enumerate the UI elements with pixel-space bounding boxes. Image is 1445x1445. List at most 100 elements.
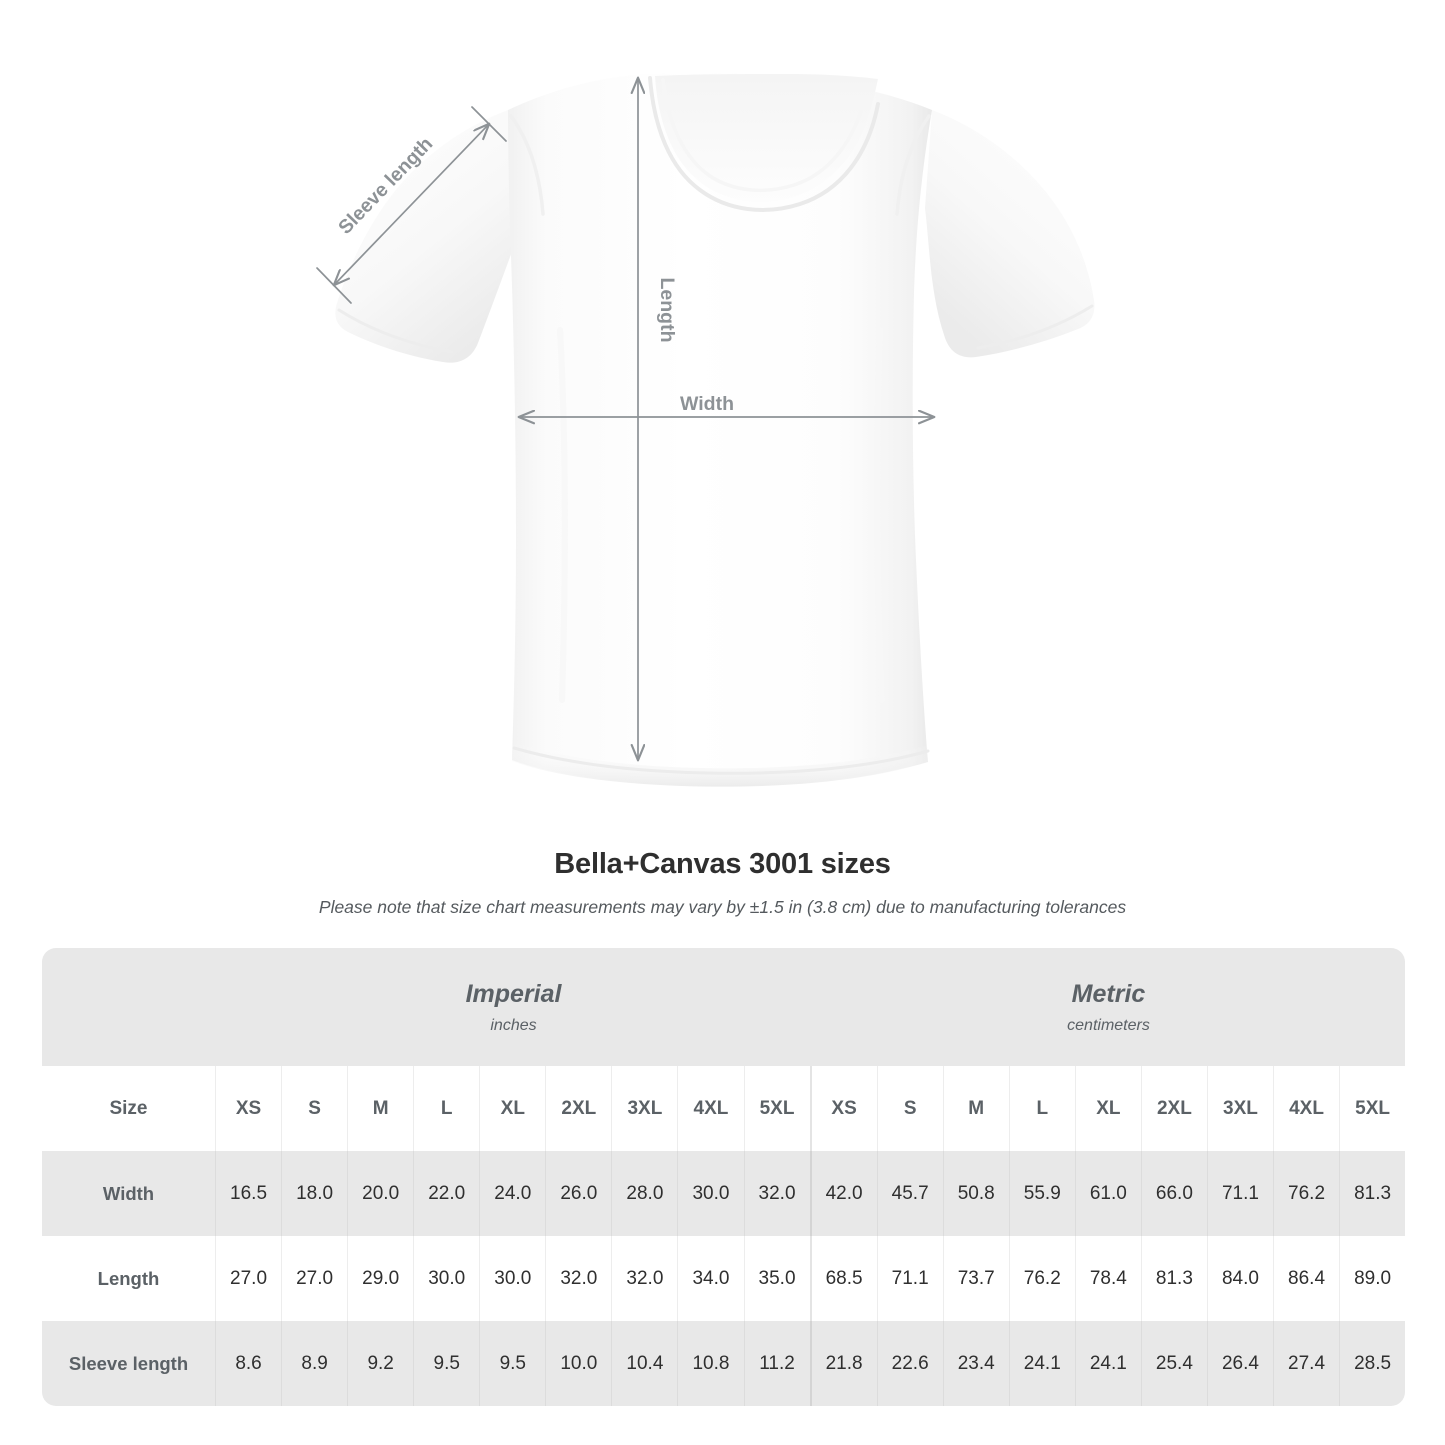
table-cell: 24.1	[1074, 1321, 1141, 1406]
column-header-size: 3XL	[611, 1066, 677, 1151]
table-cell: 23.4	[942, 1321, 1009, 1406]
table-cell: 24.1	[1008, 1321, 1075, 1406]
table-cell: 73.7	[942, 1236, 1009, 1321]
column-header-size: S	[876, 1066, 943, 1151]
size-chart-table: Imperial inches Metric centimeters Size …	[42, 948, 1405, 1406]
table-cell: 45.7	[876, 1151, 943, 1236]
table-cell: 11.2	[743, 1321, 810, 1406]
column-header-size: XL	[479, 1066, 545, 1151]
table-cell: 22.0	[413, 1151, 479, 1236]
column-header-size: L	[413, 1066, 479, 1151]
table-cell: 42.0	[809, 1151, 877, 1236]
table-cell: 8.6	[215, 1321, 281, 1406]
table-cell: 71.1	[876, 1236, 943, 1321]
table-row: Length 27.0 27.0 29.0 30.0 30.0 32.0 32.0 34.0 3…	[42, 1236, 1405, 1321]
table-cell: 35.0	[743, 1236, 810, 1321]
unit-header-row: Imperial inches Metric centimeters	[42, 948, 1405, 1066]
sleeve-length-dimension	[316, 106, 507, 304]
table-cell: 28.5	[1339, 1321, 1405, 1406]
table-cell: 21.8	[809, 1321, 877, 1406]
column-header-size: XS	[215, 1066, 281, 1151]
table-cell: 27.0	[215, 1236, 281, 1321]
table-cell: 84.0	[1206, 1236, 1273, 1321]
column-header-size: M	[942, 1066, 1009, 1151]
row-header-size: Size	[109, 1097, 148, 1119]
table-cell: 32.0	[611, 1236, 677, 1321]
column-header-size: L	[1008, 1066, 1075, 1151]
page-title: Bella+Canvas 3001 sizes	[554, 848, 891, 880]
table-cell: 28.0	[611, 1151, 677, 1236]
table-cell: 9.5	[413, 1321, 479, 1406]
column-header-size: S	[281, 1066, 347, 1151]
table-cell: 76.2	[1008, 1236, 1075, 1321]
column-header-size: XS	[809, 1066, 877, 1151]
table-cell: 26.0	[545, 1151, 611, 1236]
table-cell: 16.5	[215, 1151, 281, 1236]
table-cell: 32.0	[743, 1151, 810, 1236]
table-cell: 34.0	[677, 1236, 743, 1321]
table-cell: 27.4	[1273, 1321, 1339, 1406]
table-header-row: Size XS S M L XL 2XL 3XL 4XL 5XL XS S M L XL 2XL 3XL 4XL…	[42, 1066, 1405, 1151]
unit-group-metric-title: Metric	[1071, 979, 1146, 1008]
unit-group-imperial: Imperial inches	[215, 948, 812, 1066]
table-cell: 9.2	[347, 1321, 413, 1406]
column-header-size: 2XL	[545, 1066, 611, 1151]
column-header-size: XL	[1074, 1066, 1141, 1151]
table-cell: 89.0	[1339, 1236, 1405, 1321]
tshirt-measurement-illustration: Sleeve length Length Width	[316, 73, 1095, 787]
column-header-size: 5XL	[743, 1066, 810, 1151]
row-label-sleeve-length: Sleeve length	[68, 1352, 189, 1374]
table-cell: 22.6	[876, 1321, 943, 1406]
table-cell: 76.2	[1273, 1151, 1339, 1236]
unit-group-metric: Metric centimeters	[812, 948, 1405, 1066]
unit-group-metric-subtitle: centimeters	[1067, 1017, 1150, 1035]
table-cell: 30.0	[479, 1236, 545, 1321]
width-label: Width	[680, 393, 734, 415]
table-cell: 25.4	[1140, 1321, 1207, 1406]
unit-group-imperial-title: Imperial	[465, 979, 562, 1008]
right-sleeve	[925, 110, 1095, 358]
table-cell: 66.0	[1140, 1151, 1207, 1236]
column-header-size: 4XL	[677, 1066, 743, 1151]
tolerance-note: Please note that size chart measurements…	[318, 897, 1127, 917]
table-cell: 71.1	[1206, 1151, 1273, 1236]
table-cell: 18.0	[281, 1151, 347, 1236]
table-cell: 10.8	[677, 1321, 743, 1406]
table-cell: 61.0	[1074, 1151, 1141, 1236]
table-cell: 81.3	[1339, 1151, 1405, 1236]
column-header-size: 5XL	[1339, 1066, 1405, 1151]
table-cell: 26.4	[1206, 1321, 1273, 1406]
table-cell: 20.0	[347, 1151, 413, 1236]
column-header-size: M	[347, 1066, 413, 1151]
column-header-size: 2XL	[1140, 1066, 1207, 1151]
table-cell: 30.0	[413, 1236, 479, 1321]
table-row: Sleeve length 8.6 8.9 9.2 9.5 9.5 10.0 10.4 10.…	[42, 1321, 1405, 1406]
table-cell: 9.5	[479, 1321, 545, 1406]
table-cell: 55.9	[1008, 1151, 1075, 1236]
table-cell: 27.0	[281, 1236, 347, 1321]
table-cell: 32.0	[545, 1236, 611, 1321]
row-label-length: Length	[97, 1267, 160, 1289]
table-cell: 81.3	[1140, 1236, 1207, 1321]
tshirt-diagram-svg: Sleeve length Length Width	[316, 73, 1095, 787]
table-cell: 30.0	[677, 1151, 743, 1236]
table-cell: 50.8	[942, 1151, 1009, 1236]
length-label: Length	[656, 278, 678, 343]
table-row: Width 16.5 18.0 20.0 22.0 24.0 26.0 28.0 30.0 32…	[42, 1151, 1405, 1236]
hem	[512, 742, 928, 787]
measurement-annotations	[316, 78, 934, 760]
row-label-width: Width	[102, 1182, 155, 1204]
column-header-size: 3XL	[1206, 1066, 1273, 1151]
table-cell: 78.4	[1074, 1236, 1141, 1321]
table-cell: 10.0	[545, 1321, 611, 1406]
column-header-size: 4XL	[1273, 1066, 1339, 1151]
table-cell: 86.4	[1273, 1236, 1339, 1321]
shirt-body	[508, 73, 932, 786]
table-cell: 10.4	[611, 1321, 677, 1406]
unit-group-imperial-subtitle: inches	[490, 1017, 537, 1035]
table-cell: 24.0	[479, 1151, 545, 1236]
tshirt-garment	[335, 73, 1095, 787]
unit-header-spacer	[42, 948, 215, 1066]
table-cell: 8.9	[281, 1321, 347, 1406]
table-cell: 29.0	[347, 1236, 413, 1321]
